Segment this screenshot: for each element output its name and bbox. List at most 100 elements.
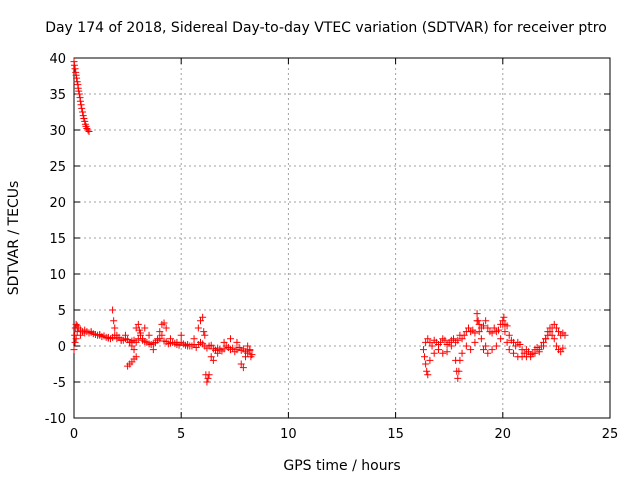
data-point bbox=[229, 344, 237, 352]
data-point bbox=[449, 335, 457, 343]
y-tick-label: 35 bbox=[49, 88, 66, 103]
data-point bbox=[73, 74, 81, 82]
data-point bbox=[104, 333, 112, 341]
data-point bbox=[488, 346, 496, 354]
data-point bbox=[233, 338, 241, 346]
data-point bbox=[132, 353, 140, 361]
data-point bbox=[154, 335, 162, 343]
data-point bbox=[214, 349, 222, 357]
data-point bbox=[428, 342, 436, 350]
y-tick-label: 25 bbox=[49, 160, 66, 175]
chart-grid bbox=[74, 58, 610, 418]
data-point bbox=[80, 114, 88, 122]
y-tick-label: 20 bbox=[49, 196, 66, 211]
data-point bbox=[76, 97, 84, 105]
data-point bbox=[201, 331, 209, 339]
data-point bbox=[482, 342, 490, 350]
data-point bbox=[113, 331, 121, 339]
data-point bbox=[421, 353, 429, 361]
data-point bbox=[81, 117, 89, 125]
data-point bbox=[458, 349, 466, 357]
y-axis-label: SDTVAR / TECUs bbox=[6, 181, 22, 296]
data-point bbox=[136, 329, 144, 337]
data-point bbox=[531, 349, 539, 357]
data-point bbox=[499, 320, 507, 328]
data-point bbox=[209, 356, 217, 364]
data-point bbox=[480, 346, 488, 354]
data-point bbox=[561, 331, 569, 339]
data-point bbox=[424, 335, 432, 343]
data-point bbox=[207, 353, 215, 361]
data-point bbox=[516, 341, 524, 349]
data-point bbox=[196, 317, 204, 325]
data-point bbox=[455, 367, 463, 375]
y-tick-labels: -10 -5 0 5 10 15 20 25 30 35 40 bbox=[45, 52, 66, 427]
data-point bbox=[555, 328, 563, 336]
data-point bbox=[110, 317, 118, 325]
data-point bbox=[557, 348, 565, 356]
data-point bbox=[424, 371, 432, 379]
data-point bbox=[467, 346, 475, 354]
data-point bbox=[484, 349, 492, 357]
data-point bbox=[503, 322, 511, 330]
data-point bbox=[134, 320, 142, 328]
data-point bbox=[456, 356, 464, 364]
data-point bbox=[79, 112, 87, 120]
x-axis-label: GPS time / hours bbox=[283, 458, 400, 474]
data-point bbox=[475, 320, 483, 328]
data-point bbox=[520, 349, 528, 357]
y-tick-label: 10 bbox=[49, 268, 66, 283]
data-point bbox=[475, 328, 483, 336]
data-point bbox=[72, 320, 80, 328]
data-point bbox=[145, 331, 153, 339]
data-point bbox=[71, 338, 79, 346]
y-tick-label: 40 bbox=[49, 52, 66, 67]
data-point bbox=[497, 335, 505, 343]
data-point bbox=[204, 374, 212, 382]
data-point bbox=[121, 331, 129, 339]
data-point bbox=[542, 335, 550, 343]
data-point bbox=[194, 324, 202, 332]
x-tick-label: 5 bbox=[177, 427, 185, 442]
data-point bbox=[162, 324, 170, 332]
data-point bbox=[132, 338, 140, 346]
y-tick-label: -5 bbox=[53, 376, 66, 391]
data-point bbox=[220, 338, 228, 346]
data-point bbox=[423, 367, 431, 375]
y-tick-label: 0 bbox=[58, 340, 66, 355]
x-tick-label: 25 bbox=[602, 427, 619, 442]
data-point bbox=[79, 108, 87, 116]
data-point bbox=[510, 349, 518, 357]
data-point bbox=[149, 346, 157, 354]
data-point bbox=[443, 348, 451, 356]
data-point bbox=[437, 338, 445, 346]
data-point bbox=[70, 346, 78, 354]
data-point bbox=[488, 329, 496, 337]
data-point bbox=[85, 127, 93, 135]
data-point bbox=[70, 61, 78, 69]
data-point bbox=[130, 346, 138, 354]
data-point bbox=[239, 364, 247, 372]
data-point bbox=[109, 306, 117, 314]
data-point bbox=[126, 338, 134, 346]
data-point bbox=[75, 87, 83, 95]
y-tick-label: -10 bbox=[45, 412, 66, 427]
data-point bbox=[173, 338, 181, 346]
data-point bbox=[177, 331, 185, 339]
data-point bbox=[141, 324, 149, 332]
data-point bbox=[550, 335, 558, 343]
data-point bbox=[246, 346, 254, 354]
data-point bbox=[207, 341, 215, 349]
data-point bbox=[480, 322, 488, 330]
data-point bbox=[548, 331, 556, 339]
data-point bbox=[512, 342, 520, 350]
data-point bbox=[75, 90, 83, 98]
data-point bbox=[71, 65, 79, 73]
data-point bbox=[454, 374, 462, 382]
data-point bbox=[458, 335, 466, 343]
data-point bbox=[430, 349, 438, 357]
data-point bbox=[184, 342, 192, 350]
data-point bbox=[505, 346, 513, 354]
data-point bbox=[434, 346, 442, 354]
